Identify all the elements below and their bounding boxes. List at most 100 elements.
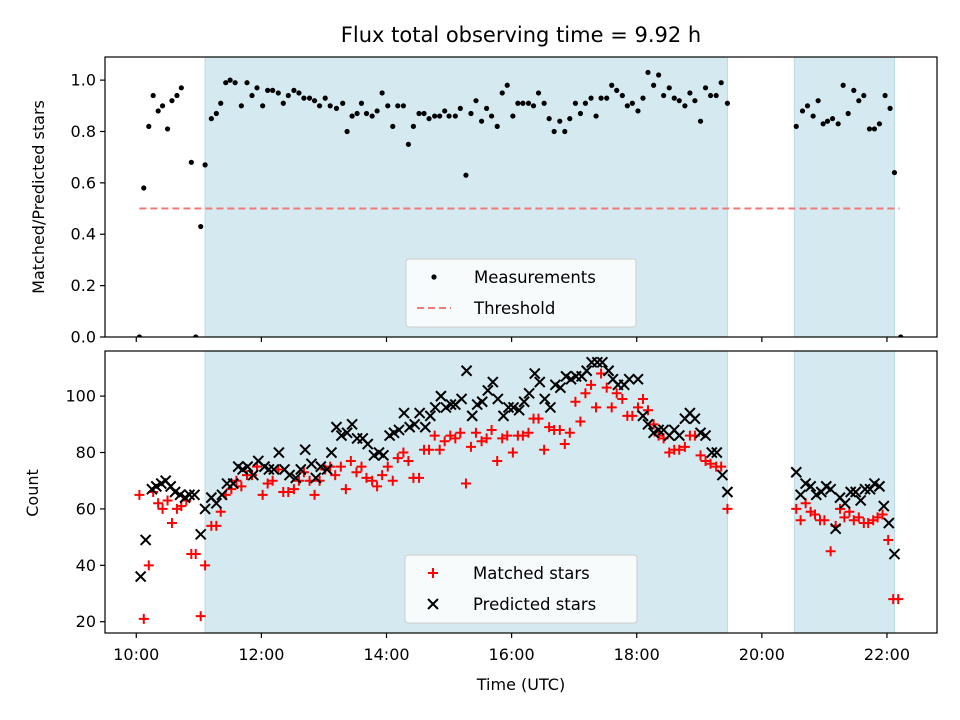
data-point [321,463,333,476]
data-point [839,512,850,523]
data-point [344,128,350,135]
data-point [190,549,201,560]
data-point [199,503,211,515]
data-point [195,611,206,622]
data-point [429,401,442,414]
data-point [157,503,168,514]
data-point [379,90,385,96]
legend-symbol [428,568,438,578]
data-point [223,80,229,86]
bottom-ylabel: Count [23,469,42,517]
data-point [162,495,173,506]
data-point [408,418,421,431]
data-point [544,401,557,414]
data-point [393,424,405,436]
data-point [604,95,610,101]
data-point [791,503,802,514]
y-tick-label: 0.2 [71,276,96,295]
data-point [398,447,409,458]
data-point [363,110,370,117]
data-point [559,439,570,450]
axes-frame [104,350,938,634]
data-point [398,407,410,419]
data-point [645,69,651,76]
data-point [517,430,528,441]
data-point [893,594,904,605]
data-point [358,100,365,106]
data-point [238,103,244,109]
data-point [481,433,492,444]
data-point [891,169,898,176]
data-point [450,433,461,444]
data-point [138,613,149,624]
data-point [562,128,568,135]
data-point [507,447,518,458]
data-point [439,436,450,447]
data-point [309,489,320,500]
data-point [702,85,709,91]
legend-marker [427,598,439,610]
data-point [586,379,597,390]
data-point [673,429,685,442]
data-point [510,113,516,119]
measurements-series [136,69,904,337]
data-point [648,419,659,430]
data-point [340,484,351,495]
data-point [863,518,874,529]
data-point [849,486,862,498]
data-point [793,123,799,129]
data-point [883,517,895,529]
data-point [351,467,362,478]
data-point [435,390,447,402]
data-point [249,92,255,99]
data-point [227,77,233,83]
data-point [416,110,422,117]
data-point [361,472,372,483]
data-point [570,396,581,407]
data-point [651,82,657,88]
data-point [591,356,604,368]
panel-bottom: 20 40 60 80 100 10:00 12:00 14:00 16:00 18:00 20:0… [23,350,938,694]
data-point [419,421,431,433]
data-point [369,113,375,119]
data-point [872,512,883,523]
data-point [178,85,184,91]
data-point [295,463,307,476]
data-point [664,447,675,458]
data-point [460,478,471,489]
data-point [288,484,299,495]
data-point [267,475,278,486]
data-point [290,472,302,484]
data-point [520,100,526,106]
data-point [265,87,271,93]
y-tick-label: 0.6 [71,173,96,192]
panel-top: 0.0 0.2 0.4 0.6 0.8 1.0 Matched/Predicted sta… [29,56,938,347]
data-point [617,393,628,404]
data-point [839,497,851,509]
data-point [718,80,724,86]
data-point [236,481,247,492]
data-point [442,108,448,114]
data-point [637,410,649,422]
data-point [335,461,346,472]
data-point [482,384,494,397]
legend-label: Matched stars [473,564,590,583]
data-point [627,410,638,421]
data-point [883,534,894,545]
data-point [588,95,594,101]
top-ylabel: Matched/Predicted stars [29,100,48,294]
data-point [541,100,547,106]
data-point [356,461,367,472]
x-tick-label: 12:00 [238,645,284,664]
data-point [851,87,857,93]
data-point [609,82,615,88]
data-point [661,92,667,99]
data-point [354,110,360,117]
data-point [367,475,378,486]
data-point [400,103,406,109]
data-point [392,453,403,464]
data-point [544,422,555,433]
legend-label: Threshold [473,299,555,318]
data-point [211,520,222,531]
data-point [876,121,883,127]
